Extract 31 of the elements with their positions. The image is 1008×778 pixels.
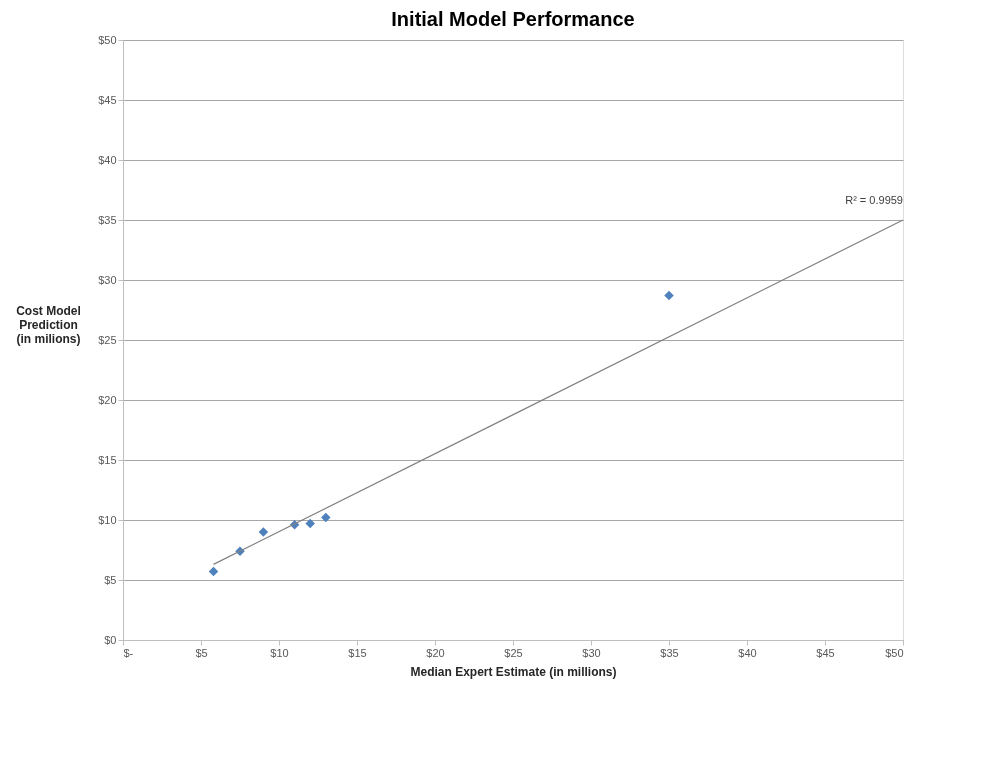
y-tick-label: $15 xyxy=(98,453,117,466)
x-tick-label: $40 xyxy=(738,646,757,659)
point xyxy=(305,518,315,529)
x-tick-label: $35 xyxy=(660,646,679,659)
x-tick-label: $10 xyxy=(270,646,289,659)
y-tick-label: $10 xyxy=(98,513,117,526)
x-tick-label: $- xyxy=(123,646,134,659)
y-tick-label: $45 xyxy=(98,93,117,106)
x-tick-label: $5 xyxy=(195,646,208,659)
x-tick-label: $20 xyxy=(426,646,445,659)
x-tick-label: $50 xyxy=(885,646,904,659)
y-tick-label: $5 xyxy=(104,573,117,586)
y-tick-label: $35 xyxy=(98,213,117,226)
y-tick-label: $20 xyxy=(98,393,117,406)
x-tick-label: $15 xyxy=(348,646,367,659)
point xyxy=(321,512,331,523)
x-axis-title: Median Expert Estimate (in millions) xyxy=(410,664,617,679)
y-tick-label: $30 xyxy=(98,273,117,286)
y-axis-title: Cost Model Prediction (in milions) xyxy=(16,303,81,346)
chart-title: Initial Model Performance xyxy=(391,8,635,30)
x-tick-label: $30 xyxy=(582,646,601,659)
x-tick-label: $25 xyxy=(504,646,523,659)
x-tick-label: $45 xyxy=(816,646,835,659)
annotation: R² = 0.9959 xyxy=(845,194,903,206)
point xyxy=(664,290,674,301)
point xyxy=(208,566,219,577)
y-tick-label: $0 xyxy=(104,633,117,646)
y-tick-label: $40 xyxy=(98,153,117,166)
point xyxy=(258,527,269,537)
y-tick-label: $25 xyxy=(98,333,117,346)
y-tick-label: $50 xyxy=(98,33,117,46)
